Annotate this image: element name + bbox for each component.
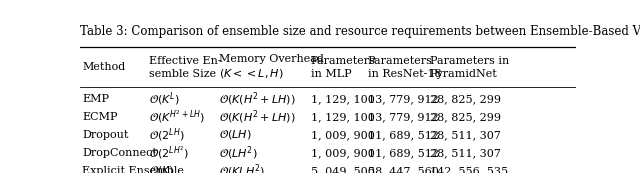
Text: $\mathcal{O}(2^{LH})$: $\mathcal{O}(2^{LH})$ bbox=[150, 126, 185, 144]
Text: $\mathcal{O}(K(H^2 + LH))$: $\mathcal{O}(K(H^2 + LH))$ bbox=[219, 90, 296, 108]
Text: 1, 009, 900: 1, 009, 900 bbox=[310, 148, 374, 158]
Text: $\mathcal{O}(K^L)$: $\mathcal{O}(K^L)$ bbox=[150, 90, 180, 108]
Text: $\mathcal{O}(2^{LH^2})$: $\mathcal{O}(2^{LH^2})$ bbox=[150, 145, 189, 161]
Text: 58, 447, 560: 58, 447, 560 bbox=[367, 166, 438, 173]
Text: 11, 689, 512: 11, 689, 512 bbox=[367, 130, 438, 140]
Text: Parameters
in MLP: Parameters in MLP bbox=[310, 56, 376, 79]
Text: 11, 689, 512: 11, 689, 512 bbox=[367, 148, 438, 158]
Text: 1, 129, 100: 1, 129, 100 bbox=[310, 112, 374, 122]
Text: 28, 511, 307: 28, 511, 307 bbox=[429, 148, 500, 158]
Text: $\mathcal{O}(K)$: $\mathcal{O}(K)$ bbox=[150, 165, 175, 173]
Text: Parameters
in ResNet-18: Parameters in ResNet-18 bbox=[367, 56, 442, 79]
Text: $\mathcal{O}(LH)$: $\mathcal{O}(LH)$ bbox=[219, 129, 252, 142]
Text: DropConnect: DropConnect bbox=[83, 148, 157, 158]
Text: 28, 825, 299: 28, 825, 299 bbox=[429, 112, 500, 122]
Text: 1, 129, 100: 1, 129, 100 bbox=[310, 94, 374, 104]
Text: Dropout: Dropout bbox=[83, 130, 129, 140]
Text: Explicit Ensemble: Explicit Ensemble bbox=[83, 166, 184, 173]
Text: 28, 825, 299: 28, 825, 299 bbox=[429, 94, 500, 104]
Text: $\mathcal{O}(K^{H^2+LH})$: $\mathcal{O}(K^{H^2+LH})$ bbox=[150, 109, 205, 125]
Text: EMP: EMP bbox=[83, 94, 109, 104]
Text: 13, 779, 912: 13, 779, 912 bbox=[367, 112, 438, 122]
Text: 28, 511, 307: 28, 511, 307 bbox=[429, 130, 500, 140]
Text: 5, 049, 500: 5, 049, 500 bbox=[310, 166, 374, 173]
Text: Method: Method bbox=[83, 62, 125, 72]
Text: $\mathcal{O}(KLH^2)$: $\mathcal{O}(KLH^2)$ bbox=[219, 162, 265, 173]
Text: ECMP: ECMP bbox=[83, 112, 118, 122]
Text: Parameters in
PyramidNet: Parameters in PyramidNet bbox=[429, 56, 509, 79]
Text: 13, 779, 912: 13, 779, 912 bbox=[367, 94, 438, 104]
Text: 142, 556, 535: 142, 556, 535 bbox=[429, 166, 508, 173]
Text: 1, 009, 900: 1, 009, 900 bbox=[310, 130, 374, 140]
Text: $\mathcal{O}(LH^2)$: $\mathcal{O}(LH^2)$ bbox=[219, 144, 257, 162]
Text: Memory Overhead
$(K << L, H)$: Memory Overhead $(K << L, H)$ bbox=[219, 54, 324, 80]
Text: Table 3: Comparison of ensemble size and resource requirements between Ensemble-: Table 3: Comparison of ensemble size and… bbox=[80, 25, 640, 38]
Text: Effective En-
semble Size: Effective En- semble Size bbox=[150, 56, 222, 79]
Text: $\mathcal{O}(K(H^2 + LH))$: $\mathcal{O}(K(H^2 + LH))$ bbox=[219, 108, 296, 126]
